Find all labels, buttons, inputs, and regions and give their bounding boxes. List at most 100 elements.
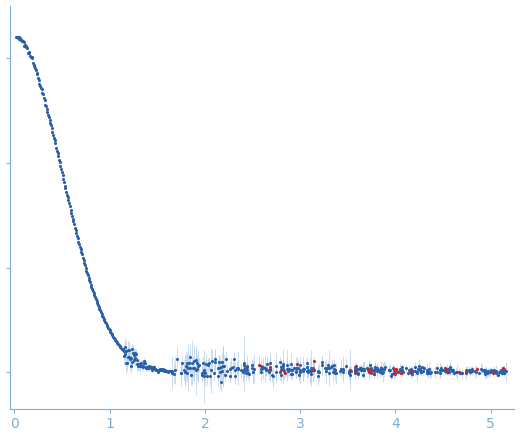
Point: [351, 364, 359, 371]
Point: [110, 335, 119, 342]
Point: [166, 368, 175, 375]
Point: [129, 357, 138, 364]
Point: [115, 343, 124, 350]
Point: [17, 37, 25, 44]
Point: [149, 363, 157, 370]
Point: [207, 367, 216, 374]
Point: [417, 369, 425, 376]
Point: [183, 359, 191, 366]
Point: [107, 329, 115, 336]
Point: [69, 218, 77, 225]
Point: [122, 359, 130, 366]
Point: [500, 369, 509, 376]
Point: [19, 39, 28, 46]
Point: [449, 367, 457, 374]
Point: [249, 369, 257, 376]
Point: [457, 369, 465, 376]
Point: [187, 372, 196, 379]
Point: [279, 363, 288, 370]
Point: [408, 367, 417, 374]
Point: [56, 163, 64, 170]
Point: [99, 314, 107, 321]
Point: [77, 249, 86, 256]
Point: [191, 367, 200, 374]
Point: [152, 366, 160, 373]
Point: [157, 367, 165, 374]
Point: [407, 370, 415, 377]
Point: [146, 364, 154, 371]
Point: [78, 251, 86, 258]
Point: [140, 358, 148, 365]
Point: [214, 365, 223, 372]
Point: [388, 371, 396, 378]
Point: [219, 362, 228, 369]
Point: [360, 367, 368, 374]
Point: [462, 366, 471, 373]
Point: [126, 354, 135, 361]
Point: [25, 49, 34, 55]
Point: [436, 370, 444, 377]
Point: [424, 365, 433, 372]
Point: [407, 366, 415, 373]
Point: [413, 368, 421, 375]
Point: [33, 70, 42, 77]
Point: [71, 226, 80, 233]
Point: [184, 364, 192, 371]
Point: [34, 74, 42, 81]
Point: [243, 367, 251, 374]
Point: [268, 371, 276, 378]
Point: [164, 367, 173, 374]
Point: [94, 302, 102, 309]
Point: [417, 368, 425, 375]
Point: [489, 368, 497, 375]
Point: [265, 367, 274, 374]
Point: [166, 367, 174, 374]
Point: [283, 366, 292, 373]
Point: [482, 368, 490, 375]
Point: [120, 347, 128, 354]
Point: [162, 368, 171, 375]
Point: [133, 360, 141, 367]
Point: [84, 274, 93, 281]
Point: [233, 366, 242, 373]
Point: [134, 361, 142, 368]
Point: [92, 296, 100, 303]
Point: [12, 34, 21, 41]
Point: [80, 256, 88, 263]
Point: [397, 364, 406, 371]
Point: [254, 361, 263, 368]
Point: [242, 370, 250, 377]
Point: [398, 367, 406, 374]
Point: [90, 291, 99, 298]
Point: [462, 368, 470, 375]
Point: [218, 368, 226, 375]
Point: [181, 368, 190, 375]
Point: [67, 206, 75, 213]
Point: [237, 367, 245, 374]
Point: [489, 370, 497, 377]
Point: [206, 372, 214, 379]
Point: [105, 326, 113, 333]
Point: [158, 366, 166, 373]
Point: [288, 371, 296, 378]
Point: [441, 365, 450, 372]
Point: [416, 366, 424, 373]
Point: [436, 367, 445, 374]
Point: [70, 221, 79, 228]
Point: [484, 369, 492, 376]
Point: [93, 298, 101, 305]
Point: [219, 363, 227, 370]
Point: [170, 370, 178, 377]
Point: [309, 367, 317, 374]
Point: [433, 364, 441, 371]
Point: [120, 353, 128, 360]
Point: [151, 366, 159, 373]
Point: [171, 366, 179, 373]
Point: [188, 359, 197, 366]
Point: [306, 368, 315, 375]
Point: [200, 367, 209, 374]
Point: [386, 367, 394, 374]
Point: [141, 364, 150, 371]
Point: [63, 193, 72, 200]
Point: [424, 370, 433, 377]
